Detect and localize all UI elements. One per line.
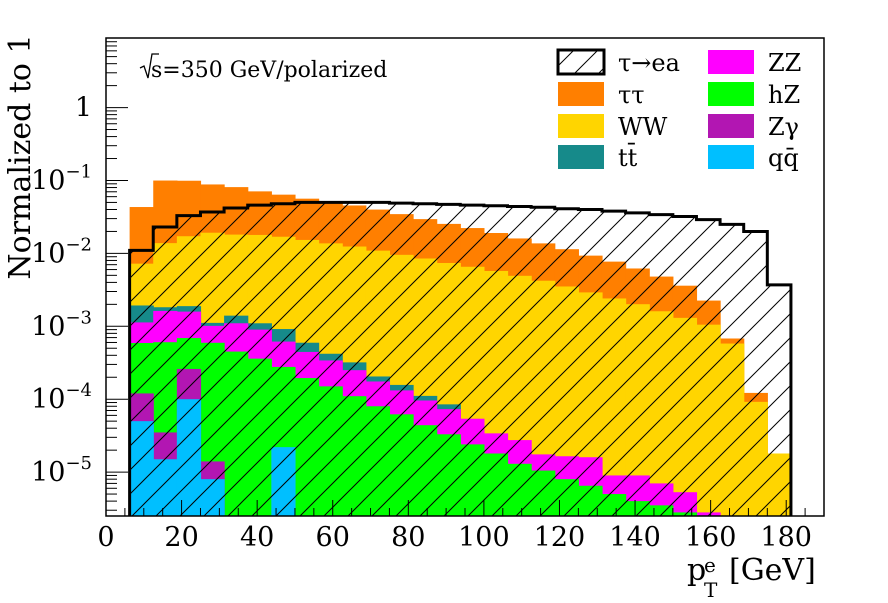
- x-tick-label: 160: [685, 522, 737, 553]
- energy-label: s=350 GeV/polarized: [151, 58, 387, 83]
- y-tick-label: 10−2: [31, 234, 92, 269]
- x-tick-label: 20: [164, 522, 198, 553]
- legend-swatch-Zgamma: [708, 114, 754, 138]
- y-tick-label: 10−3: [31, 307, 92, 342]
- legend-label-WW: WW: [618, 113, 668, 141]
- x-axis-title-superscript: e: [704, 553, 716, 577]
- legend-label-ZZ: ZZ: [768, 49, 801, 77]
- x-tick-label: 80: [391, 522, 425, 553]
- legend-item-tautau: ττ: [558, 81, 645, 109]
- legend-swatch-signal: [556, 48, 606, 76]
- legend-swatch-hZ: [708, 82, 754, 106]
- x-axis-ticks: 0 20 40 60 80 100 120 140 160 180: [97, 500, 825, 553]
- legend-label-Zgamma: Zγ: [768, 113, 799, 141]
- legend-item-WW: WW: [558, 113, 668, 141]
- legend-item-ttbar: tt̄: [558, 143, 638, 172]
- x-tick-label: 60: [316, 522, 350, 553]
- signal-hatch-fill: [129, 202, 791, 516]
- x-axis-title-main: p: [687, 553, 706, 588]
- x-tick-label: 100: [458, 522, 510, 553]
- legend-swatch-qqbar: [708, 145, 754, 169]
- legend-swatch-ttbar: [558, 145, 604, 169]
- legend-item-ZZ: ZZ: [708, 49, 801, 77]
- legend-label-tautau: ττ: [618, 81, 645, 109]
- sqrt-sign: [139, 53, 159, 79]
- y-tick-label: 10−1: [31, 161, 92, 196]
- y-tick-label: 10−4: [31, 380, 92, 415]
- y-axis-title: Normalized to 1: [3, 34, 38, 279]
- x-tick-label: 140: [609, 522, 661, 553]
- legend-item-hZ: hZ: [708, 81, 800, 109]
- y-axis-ticks: 1 10−1 10−2 10−3 10−4 10−5: [31, 37, 128, 511]
- signal-outline: [128, 200, 793, 516]
- x-tick-label: 0: [97, 522, 114, 553]
- legend-item-qqbar: qq̄: [708, 144, 799, 172]
- energy-annotation: s=350 GeV/polarized: [139, 53, 387, 83]
- x-tick-label: 180: [760, 522, 812, 553]
- legend-swatch-tautau: [558, 82, 604, 106]
- legend-label-hZ: hZ: [768, 81, 800, 109]
- x-tick-label: 120: [534, 522, 586, 553]
- legend-swatch-WW: [558, 114, 604, 138]
- legend-item-signal: τ→ea: [556, 48, 680, 77]
- signal-histogram: [128, 200, 793, 516]
- x-axis-title-unit: [GeV]: [729, 553, 816, 588]
- x-axis-title-subscript: T: [704, 578, 718, 602]
- legend-label-signal: τ→ea: [618, 49, 680, 77]
- y-tick-label: 10−5: [31, 453, 92, 488]
- legend: τ→ea ZZ ττ hZ WW Zγ tt̄ qq̄: [556, 48, 801, 172]
- legend-swatch-ZZ: [708, 50, 754, 74]
- y-tick-label: 1: [75, 93, 92, 124]
- legend-item-Zgamma: Zγ: [708, 113, 799, 141]
- x-axis-title: p e T [GeV]: [687, 553, 816, 602]
- legend-label-qqbar: qq̄: [768, 144, 799, 172]
- legend-label-ttbar: tt̄: [618, 143, 638, 172]
- x-tick-label: 40: [240, 522, 274, 553]
